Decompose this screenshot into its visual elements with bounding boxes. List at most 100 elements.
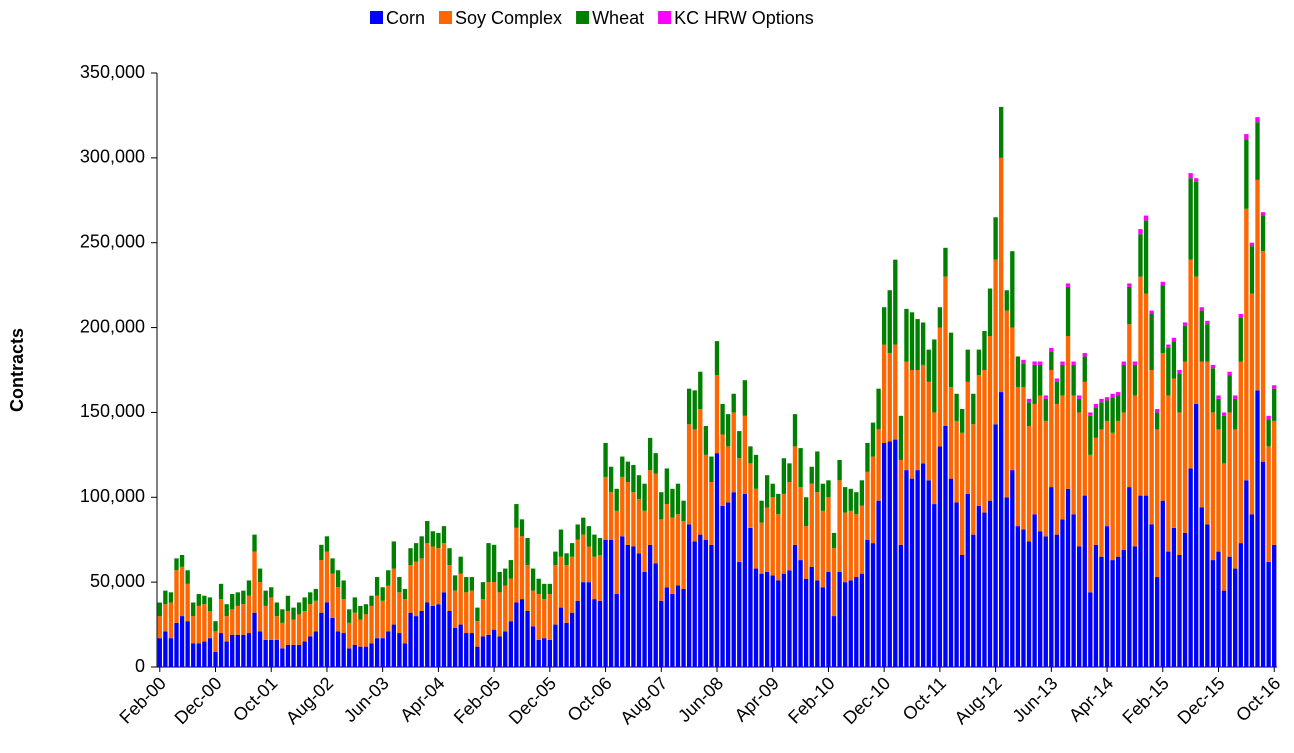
- bar-segment: [319, 544, 324, 561]
- legend-swatch: [439, 11, 453, 24]
- bar-segment: [815, 580, 820, 667]
- bar-segment: [1132, 364, 1138, 396]
- bar-segment: [831, 616, 837, 667]
- bar-segment: [402, 588, 408, 600]
- bar-segment: [569, 543, 575, 557]
- bar-segment: [569, 556, 575, 613]
- bar-segment: [1210, 364, 1216, 369]
- bar-segment: [291, 607, 296, 620]
- bar-segment: [319, 560, 324, 613]
- bar-segment: [335, 570, 341, 588]
- bar-segment: [542, 599, 547, 639]
- bar-segment: [1132, 546, 1138, 667]
- bar-segment: [592, 599, 597, 667]
- bar-segment: [737, 458, 742, 562]
- bar-segment: [1205, 361, 1210, 525]
- x-tick-label: Oct-11: [899, 673, 950, 724]
- bar-segment: [391, 568, 396, 625]
- bar-segment: [547, 594, 553, 640]
- bar-segment: [826, 497, 831, 572]
- bar-segment: [948, 332, 954, 387]
- bar-segment: [1143, 293, 1149, 496]
- bar-segment: [1155, 409, 1160, 413]
- bar-segment: [374, 595, 380, 639]
- bar-segment: [1088, 592, 1093, 667]
- bar-segment: [1004, 290, 1009, 311]
- bar-segment: [714, 375, 720, 454]
- bar-segment: [452, 627, 458, 667]
- bar-segment: [452, 575, 458, 591]
- bar-segment: [937, 446, 943, 667]
- bar-segment: [157, 638, 162, 667]
- bar-segment: [753, 488, 759, 569]
- bar-segment: [230, 609, 235, 635]
- bar-segment: [698, 534, 703, 667]
- bar-segment: [597, 554, 603, 601]
- bar-segment: [1138, 229, 1143, 235]
- bar-segment: [436, 548, 441, 605]
- bar-segment: [425, 602, 430, 667]
- bar-segment: [798, 448, 803, 488]
- bar-segment: [1043, 420, 1048, 537]
- bar-segment: [842, 582, 848, 667]
- bar-segment: [603, 442, 608, 477]
- bar-segment: [848, 488, 853, 511]
- bar-segment: [408, 565, 413, 613]
- bar-segment: [686, 388, 692, 425]
- legend-label: Corn: [386, 8, 425, 28]
- bar-segment: [748, 527, 753, 667]
- bar-segment: [960, 432, 965, 555]
- bar-segment: [564, 553, 569, 566]
- bar-segment: [753, 454, 759, 489]
- bar-segment: [915, 370, 920, 471]
- bar-segment: [480, 636, 486, 667]
- bar-segment: [686, 424, 692, 525]
- bar-segment: [1104, 397, 1110, 401]
- bar-segment: [725, 414, 731, 447]
- bar-segment: [720, 505, 725, 667]
- bar-segment: [720, 434, 725, 506]
- bar-segment: [157, 616, 162, 639]
- bar-segment: [263, 605, 268, 640]
- bar-segment: [425, 521, 430, 544]
- bar-segment: [1249, 293, 1255, 515]
- x-tick-label: Dec-00: [171, 673, 226, 728]
- bar-segment: [168, 592, 174, 603]
- bar-segment: [1021, 529, 1026, 667]
- bar-segment: [1244, 208, 1249, 481]
- bar-segment: [703, 454, 709, 540]
- bar-segment: [1260, 212, 1266, 216]
- bar-segment: [1054, 378, 1060, 382]
- bar-segment: [1088, 412, 1093, 416]
- bar-segment: [1099, 402, 1104, 430]
- bar-segment: [586, 582, 592, 667]
- bar-segment: [1210, 368, 1216, 413]
- bar-segment: [614, 488, 619, 511]
- bar-segment: [525, 565, 530, 611]
- bar-segment: [1065, 336, 1071, 489]
- legend-swatch: [576, 11, 590, 24]
- bar-segment: [865, 442, 870, 472]
- bar-segment: [720, 403, 725, 435]
- bar-segment: [1272, 544, 1277, 667]
- bar-segment: [876, 500, 881, 667]
- bar-segment: [1149, 310, 1154, 314]
- bar-segment: [731, 492, 736, 667]
- bar-segment: [943, 247, 948, 277]
- bar-segment: [770, 575, 775, 667]
- bar-segment: [296, 644, 302, 667]
- bar-segment: [831, 548, 837, 617]
- bar-segment: [179, 616, 185, 667]
- bar-segment: [787, 482, 792, 571]
- bar-segment: [904, 361, 909, 471]
- bar-segment: [1166, 395, 1171, 552]
- bar-segment: [854, 514, 859, 578]
- bar-segment: [391, 624, 396, 667]
- bar-segment: [1177, 373, 1182, 413]
- bar-segment: [909, 312, 915, 370]
- bar-segment: [269, 597, 274, 640]
- bar-segment: [971, 534, 976, 667]
- bar-segment: [608, 539, 614, 667]
- bar-segment: [1166, 347, 1171, 396]
- bar-segment: [1199, 310, 1204, 362]
